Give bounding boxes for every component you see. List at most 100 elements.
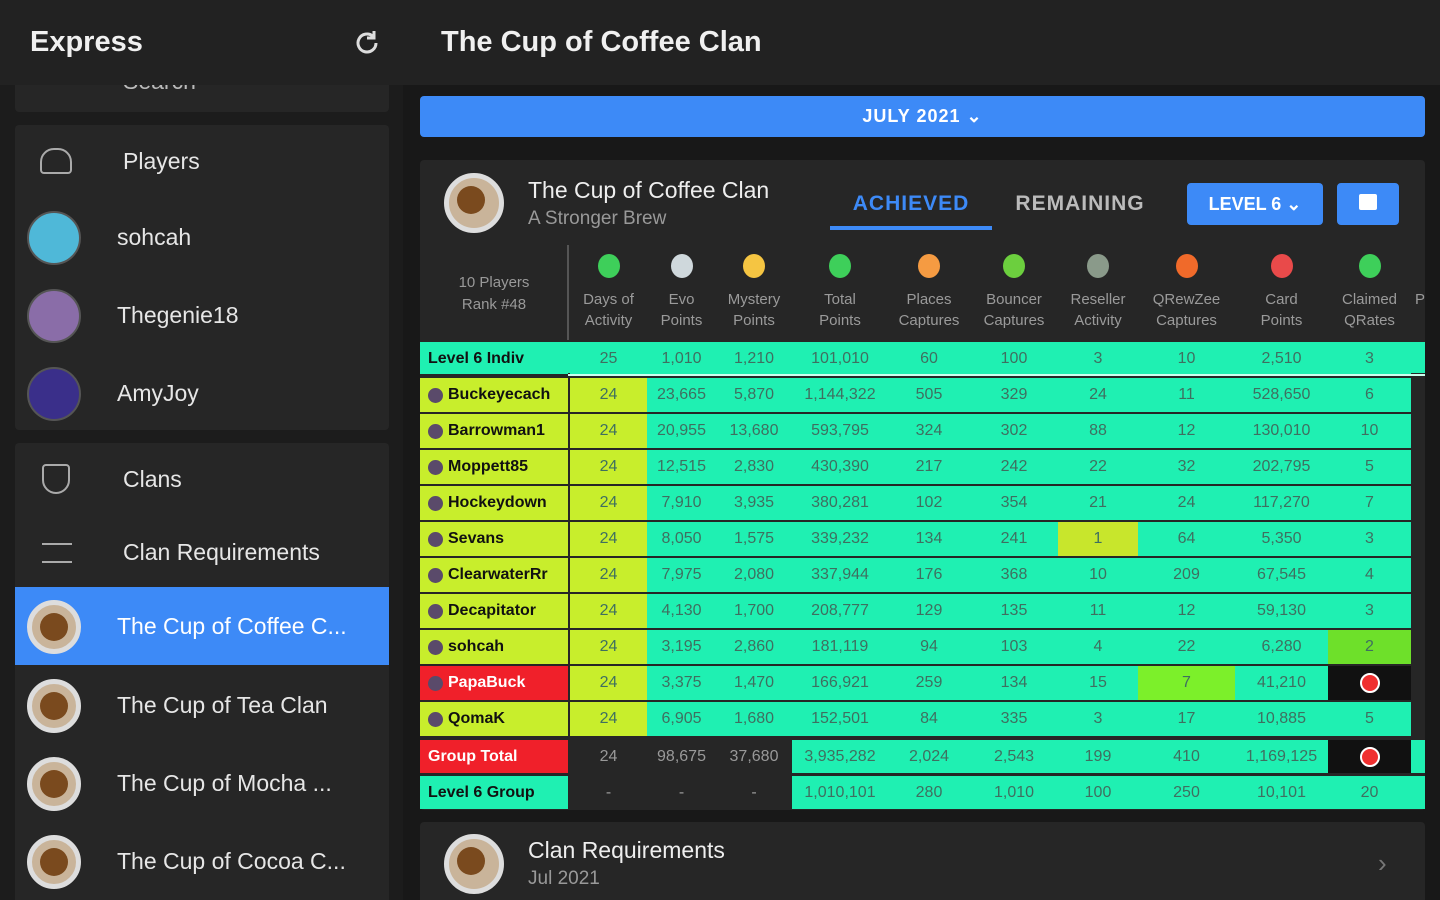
month-button[interactable]: JULY 2021 ⌄: [420, 96, 1425, 137]
table-cell: 101,010: [792, 343, 888, 374]
sidebar-item[interactable]: The Cup of Mocha ...: [117, 770, 332, 796]
table-cell: 59,130: [1235, 594, 1328, 628]
player-name-text: Moppett85: [448, 458, 528, 475]
column-header-line: Captures: [898, 312, 960, 329]
column-header-line: Total: [824, 291, 856, 308]
requirements-card[interactable]: Clan Requirements Jul 2021 ›: [420, 822, 1425, 900]
table-cell: 24: [570, 414, 647, 448]
column-header-line: Activity: [1074, 312, 1122, 329]
column-header-line: Points: [660, 312, 703, 329]
table-cell: 4: [1328, 558, 1411, 592]
column-icon: [918, 254, 940, 278]
table-cell: 5: [1328, 702, 1411, 736]
column-header-line: Days of: [583, 291, 634, 308]
table-cell: 41,210: [1235, 666, 1328, 700]
share-button[interactable]: [1337, 183, 1399, 225]
table-cell: 20: [1328, 776, 1411, 809]
column-header-line: Card: [1265, 291, 1298, 308]
column-icon: [743, 254, 765, 278]
table-cell: 1,210: [716, 343, 792, 374]
table-cell: 11: [1058, 594, 1138, 628]
sidebar-item[interactable]: Players: [123, 148, 200, 174]
table-cell: 20,955: [647, 414, 716, 448]
table-cell: 24: [570, 450, 647, 484]
column-header: Claimed QRates: [1322, 289, 1417, 331]
clan-card: The Cup of Coffee Clan A Stronger Brew A…: [420, 160, 1425, 810]
level-button[interactable]: LEVEL 6 ⌄: [1187, 183, 1323, 225]
column-header: Total Points: [786, 289, 894, 331]
table-cell: 130,010: [1235, 414, 1328, 448]
player-icon: [428, 567, 443, 583]
chevron: ›: [1378, 848, 1387, 878]
table-cell: 24: [1138, 486, 1235, 520]
sidebar-item[interactable]: sohcah: [117, 224, 192, 250]
table-cell: 3,935,282: [792, 740, 888, 773]
sidebar-item[interactable]: Clans: [123, 466, 182, 492]
table-cell: 7,975: [647, 558, 716, 592]
table-cell: 2,860: [716, 630, 792, 664]
table-cell: 1,169,125: [1235, 740, 1328, 773]
sidebar-item[interactable]: Clan Requirements: [123, 539, 320, 565]
rank: Rank #48: [461, 296, 527, 313]
column-header-line: Claimed: [1341, 291, 1398, 308]
player-icon: [428, 675, 443, 691]
table-cell: 5,350: [1235, 522, 1328, 556]
column-icon: [1003, 254, 1025, 278]
table-cell: 3: [1058, 343, 1138, 374]
column-header: Days of Activity: [564, 289, 653, 331]
table-cell: 11: [1138, 378, 1235, 412]
table-cell: 209: [1138, 558, 1235, 592]
table-cell: 103: [970, 630, 1058, 664]
column-header-line: Points: [819, 312, 861, 329]
player-name-text: sohcah: [448, 638, 505, 655]
player-name-text: Decapitator: [448, 602, 537, 619]
table-cell: 24: [570, 666, 647, 700]
column-header: Evo Points: [641, 289, 722, 331]
table-cell: 302: [970, 414, 1058, 448]
table-cell: 354: [970, 486, 1058, 520]
player-name-text: Barrowman1: [448, 422, 545, 439]
table-cell: 60: [888, 343, 970, 374]
sidebar-item[interactable]: AmyJoy: [117, 380, 199, 406]
table-cell: 13,680: [716, 414, 792, 448]
table-cell: 24: [570, 378, 647, 412]
player-name-text: Sevans: [448, 530, 505, 547]
table-cell: 100: [1058, 776, 1138, 809]
table-cell: 102: [888, 486, 970, 520]
table-cell: 1,010: [970, 776, 1058, 809]
sidebar-item[interactable]: Thegenie18: [117, 302, 239, 328]
player-icon: [428, 423, 443, 439]
table-cell: 2,510: [1235, 343, 1328, 374]
clans-panel: [15, 443, 389, 900]
table-cell: 166,921: [792, 666, 888, 700]
column-header-line: Points: [733, 312, 775, 329]
player-name: Buckeyecach: [420, 378, 568, 412]
table-cell: 134: [970, 666, 1058, 700]
column-icon: [1175, 254, 1198, 278]
sidebar-item[interactable]: The Cup of Tea Clan: [117, 692, 328, 718]
table-cell: 5,870: [716, 378, 792, 412]
table-cell: 7: [1328, 486, 1411, 520]
sidebar-item[interactable]: The Cup of Coffee C...: [117, 613, 347, 639]
column-icon: [670, 254, 693, 278]
table-cell: 22: [1138, 630, 1235, 664]
sidebar-item[interactable]: The Cup of Cocoa C...: [117, 848, 346, 874]
table-cell: 3,375: [647, 666, 716, 700]
players-icon: [40, 148, 72, 174]
table-cell: 3: [1328, 522, 1411, 556]
table-cell: 24: [570, 486, 647, 520]
table-cell: 324: [888, 414, 970, 448]
table-cell: 21: [1058, 486, 1138, 520]
clan-avatar: [27, 835, 81, 889]
tab-achieved[interactable]: ACHIEVED: [852, 192, 970, 215]
refresh-icon[interactable]: [352, 28, 382, 58]
table-cell: 505: [888, 378, 970, 412]
tab-remaining[interactable]: REMAINING: [1015, 192, 1145, 215]
table-cell: 32: [1138, 450, 1235, 484]
avatar: [27, 211, 81, 265]
table-cell: 3: [1058, 702, 1138, 736]
table-cell: 202,795: [1235, 450, 1328, 484]
clan-subtitle: A Stronger Brew: [528, 208, 667, 229]
